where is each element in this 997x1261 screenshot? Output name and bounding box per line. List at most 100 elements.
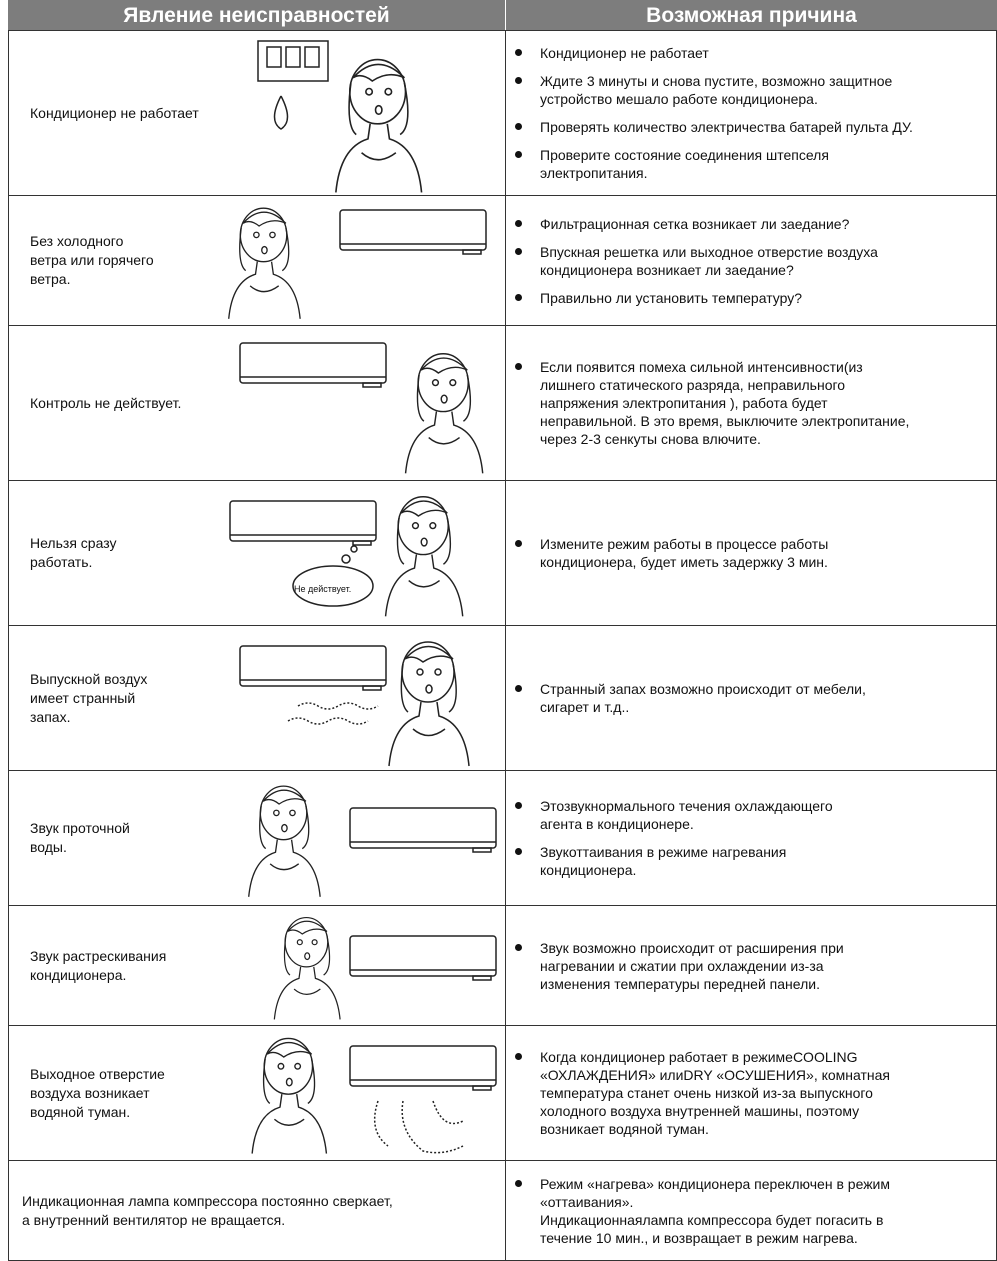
illustration [273, 916, 497, 1021]
symptom-line: Звук растрескивания [30, 947, 167, 964]
cause-line: изменения температуры передней панели. [540, 975, 820, 992]
cause-line: Измените режим работы в процессе работы [540, 536, 829, 552]
cause-line: устройство мешало работе кондиционера. [540, 91, 818, 107]
header-cause: Возможная причина [506, 0, 997, 30]
symptom: Индикационная лампа компрессора постоянн… [22, 1161, 393, 1260]
symptom: Контроль не действует. [30, 326, 181, 480]
symptom: Звук проточной воды. [30, 771, 130, 905]
cause-line: Индикационнаялампа компрессора будет пог… [540, 1211, 884, 1228]
cause-line: течение 10 мин., и возвращает в режим на… [540, 1229, 858, 1246]
header-symptom: Явление неисправностей [8, 0, 505, 30]
table-row: Без холодного ветра или горячего ветра. Фил… [8, 195, 997, 325]
symptom-line: Контроль не действует. [30, 394, 182, 411]
symptom-line: Кондиционер не работает [30, 104, 199, 121]
bullet [515, 151, 522, 158]
symptom: Звук растрескивания кондиционера. [30, 906, 166, 1025]
cause-line: Правильно ли установить температуру? [540, 289, 803, 306]
cause-line: «ОХЛАЖДЕНИЯ» илиDRY «ОСУШЕНИЯ», комнатна… [540, 1067, 891, 1083]
column-divider [505, 771, 506, 905]
cause-line: кондиционера, будет иметь задержку 3 мин… [540, 554, 828, 570]
illustration [251, 1037, 497, 1155]
cause-line: Звукоттаивания в режиме нагревания [540, 844, 787, 860]
column-divider [505, 31, 506, 195]
cause-line: агента в кондиционере. [540, 816, 694, 832]
causes: Когда кондиционер работает в режимеCOOLI… [508, 1026, 991, 1160]
causes: Если появится помеха сильной интенсивнос… [508, 326, 991, 480]
bullet [515, 363, 522, 370]
symptom-line: работать. [30, 554, 93, 570]
bullet [515, 219, 522, 227]
cause-line: температура станет очень низкой из-за вы… [540, 1085, 873, 1101]
symptom-line: Выходное отверстие [30, 1065, 165, 1082]
symptom-line: водяной туман. [30, 1103, 131, 1120]
cause-item: Проверять количество электричества батар… [508, 118, 991, 136]
table-row: Кондиционер не работает Кондиционер не ра… [8, 30, 997, 195]
symptom: Нельзя сразу работать. [30, 481, 116, 625]
cause-line: неправильной. В это время, выключите эле… [540, 413, 910, 429]
illustration-text: Не действует. [294, 584, 352, 594]
cause-line: Этозвукнормального течения охлаждающего [540, 798, 833, 814]
cause-line: напряжения электропитания ), работа буде… [540, 395, 828, 411]
cause-line: лишнего статического разряда, неправильн… [540, 377, 846, 393]
column-divider [505, 906, 506, 1025]
cause-item: Впускная решетка или выходное отверстие … [508, 243, 991, 279]
cause-item: Проверите состояние соединения штепселя э… [508, 146, 991, 182]
symptom-line: запах. [30, 708, 71, 725]
symptom: Без холодного ветра или горячего ветра. [30, 196, 154, 325]
symptom-line: имеет странный [30, 689, 136, 706]
symptom-line: воды. [30, 839, 67, 855]
cause-item: Режим «нагрева» кондиционера переключен … [508, 1175, 991, 1247]
causes: Режим «нагрева» кондиционера переключен … [508, 1161, 991, 1260]
bullet [515, 49, 522, 56]
table-row: Нельзя сразу работать. Не действует. Измени… [8, 480, 997, 625]
bullet [515, 77, 522, 84]
illustration [229, 495, 464, 618]
cause-line: Кондиционер не работает [540, 45, 709, 61]
cause-item: Измените режим работы в процессе работы к… [508, 535, 991, 571]
symptom-line: Звук проточной [30, 820, 130, 836]
symptom-line: Нельзя сразу [30, 535, 117, 551]
illustration [239, 641, 470, 767]
causes: Этозвукнормального течения охлаждающего а… [508, 771, 991, 905]
column-divider [505, 626, 506, 770]
bullet [515, 943, 522, 951]
causes: Кондиционер не работает Ждите 3 минуты и … [508, 31, 991, 195]
cause-item: Когда кондиционер работает в режимеCOOLI… [508, 1048, 991, 1138]
illustration [239, 342, 484, 475]
bullet [515, 802, 522, 809]
cause-item: Странный запах возможно происходит от ме… [508, 680, 991, 716]
cause-line: Если появится помеха сильной интенсивнос… [540, 359, 863, 375]
cause-line: Когда кондиционер работает в режимеCOOLI… [540, 1049, 858, 1065]
column-divider [505, 326, 506, 480]
table-row: Индикационная лампа компрессора постоянн… [8, 1160, 997, 1261]
cause-line: холодного воздуха внутренней машины, поэ… [540, 1103, 860, 1119]
cause-line: Ждите 3 минуты и снова пустите, возможно… [540, 73, 893, 89]
cause-line: «оттаивания». [540, 1193, 634, 1210]
cause-item: Звукоттаивания в режиме нагревания кондиц… [508, 843, 991, 879]
bullet [515, 123, 522, 130]
symptom: Выходное отверстие воздуха возникает водян… [30, 1026, 165, 1160]
cause-line: Впускная решетка или выходное отверстие … [540, 243, 878, 260]
cause-line: возникает водяной туман. [540, 1121, 709, 1137]
symptom: Кондиционер не работает [30, 31, 199, 195]
cause-line: Фильтрационная сетка возникает ли заедан… [540, 215, 850, 232]
left-border [8, 30, 9, 1260]
cause-line: сигарет и т.д.. [540, 699, 630, 715]
symptom-line: кондиционера. [30, 966, 127, 983]
symptom-line: Индикационная лампа компрессора постоянн… [22, 1192, 393, 1209]
bullet [515, 1179, 522, 1187]
cause-item: Фильтрационная сетка возникает ли заедан… [508, 215, 991, 233]
symptom-line: а внутренний вентилятор не вращается. [22, 1211, 286, 1228]
table-row: Выходное отверстие воздуха возникает водян… [8, 1025, 997, 1160]
causes: Фильтрационная сетка возникает ли заедан… [508, 196, 991, 325]
bullet [515, 848, 522, 855]
symptom-line: ветра. [30, 271, 71, 287]
cause-item: Если появится помеха сильной интенсивнос… [508, 358, 991, 448]
illustration [247, 785, 497, 898]
cause-item: Кондиционер не работает [508, 44, 991, 62]
table-row: Контроль не действует. Если появится поме… [8, 325, 997, 480]
column-divider [505, 196, 506, 325]
table-row: Звук проточной воды. Этозвукнормального те… [8, 770, 997, 905]
cause-line: электропитания. [540, 165, 648, 181]
